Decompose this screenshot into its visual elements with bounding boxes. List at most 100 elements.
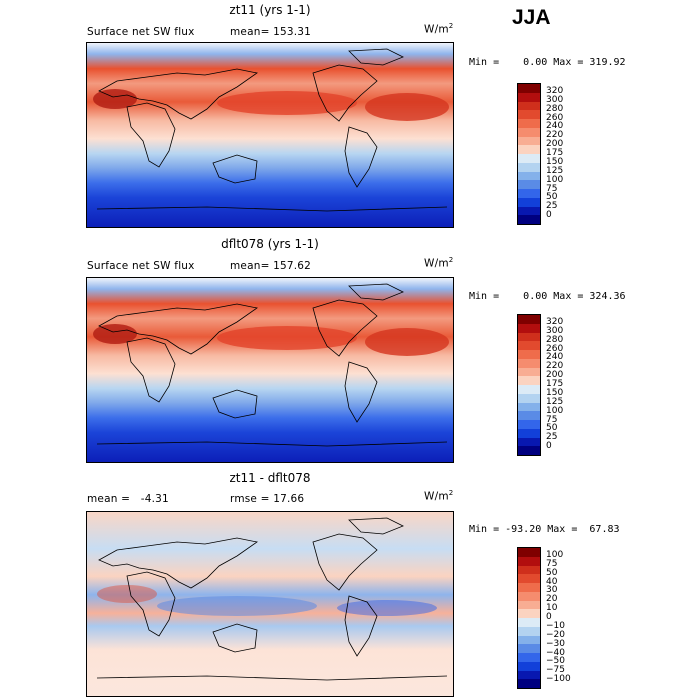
colorbar-tick-label: 0 xyxy=(546,612,552,622)
colorbar-swatch xyxy=(518,189,540,199)
colorbar-tick-label: 25 xyxy=(546,201,558,212)
colorbar-swatch xyxy=(518,215,540,225)
panel-1-units: W/m2 xyxy=(424,22,453,36)
colorbar-swatch xyxy=(518,101,540,111)
colorbar-swatch xyxy=(518,428,540,438)
panel-2-map xyxy=(86,277,454,463)
colorbar-swatch xyxy=(518,670,540,680)
panel-1-stat-label: mean= xyxy=(230,26,270,38)
field-feature xyxy=(97,585,157,603)
field-feature xyxy=(217,91,357,115)
panel-3-mean: mean = -4.31 xyxy=(87,493,169,505)
field-background xyxy=(87,43,453,227)
colorbar-tick-label: 150 xyxy=(546,387,564,398)
colorbar-swatch xyxy=(518,420,540,430)
colorbar-swatch xyxy=(518,376,540,386)
colorbar-tick-label: 240 xyxy=(546,121,564,132)
panel-3-stat-value: 17.66 xyxy=(273,493,305,505)
colorbar-swatch xyxy=(518,92,540,102)
colorbar-tick-label: 200 xyxy=(546,370,564,381)
colorbar-tick-label: 280 xyxy=(546,334,564,345)
colorbar-tick-label: 0 xyxy=(546,210,552,221)
colorbar-swatch xyxy=(518,556,540,566)
colorbar-swatch xyxy=(518,446,540,456)
colorbar-swatch xyxy=(518,591,540,601)
colorbar-swatch xyxy=(518,661,540,671)
panel-3-units-exp: 2 xyxy=(448,489,454,497)
colorbar-tick-label: 50 xyxy=(546,567,558,578)
colorbar-swatch xyxy=(518,618,540,628)
colorbar-swatch xyxy=(518,600,540,610)
colorbar-swatch xyxy=(518,635,540,645)
colorbar-swatch xyxy=(518,119,540,129)
coastline xyxy=(98,68,258,120)
field-background xyxy=(87,278,453,462)
colorbar-tick-label: 50 xyxy=(546,192,558,203)
colorbar-swatch xyxy=(518,402,540,412)
colorbar-tick-label: 220 xyxy=(546,130,564,141)
colorbar-swatch xyxy=(518,679,540,689)
colorbar-tick-label: −10 xyxy=(546,620,565,631)
colorbar-swatch xyxy=(518,350,540,360)
coastline xyxy=(98,303,258,355)
coastline xyxy=(212,623,258,653)
colorbar-tick-label: 30 xyxy=(546,585,558,596)
colorbar-swatch xyxy=(518,385,540,395)
panel-1-colorbar-labels: 320 300 280 260 240 220 200 175 150 125 100 75 50 25 0 xyxy=(546,83,586,225)
colorbar-swatch xyxy=(518,565,540,575)
panel-2-stat-label: mean= xyxy=(230,260,270,272)
colorbar-tick-label: 125 xyxy=(546,165,564,176)
colorbar-swatch xyxy=(518,411,540,421)
colorbar-tick-label: 100 xyxy=(546,549,564,560)
colorbar-tick-label: 220 xyxy=(546,361,564,372)
coastline xyxy=(312,64,378,122)
colorbar-tick-label: 200 xyxy=(546,139,564,150)
coastline xyxy=(348,48,404,66)
panel-2-colorbar-labels: 320 300 280 260 240 220 200 175 150 125 100 75 50 25 0 xyxy=(546,314,586,456)
colorbar-swatch xyxy=(518,315,540,325)
panel-3-units: W/m2 xyxy=(424,489,453,503)
colorbar-swatch xyxy=(518,145,540,155)
panel-1-variable-label: Surface net SW flux xyxy=(87,26,195,38)
panel-3-stat-label: rmse = xyxy=(230,493,270,505)
panel-2-stat: mean= 157.62 xyxy=(230,260,311,272)
panel-3-colorbar xyxy=(517,547,541,689)
colorbar-swatch xyxy=(518,548,540,558)
coastline xyxy=(96,206,448,212)
colorbar-swatch xyxy=(518,367,540,377)
panel-1-map xyxy=(86,42,454,228)
colorbar-tick-label: 100 xyxy=(546,174,564,185)
colorbar-tick-label: 20 xyxy=(546,594,558,605)
coastline xyxy=(344,361,378,423)
colorbar-swatch xyxy=(518,574,540,584)
colorbar-tick-label: 75 xyxy=(546,414,558,425)
field-feature xyxy=(93,89,137,109)
panel-2-title: dflt078 (yrs 1-1) xyxy=(221,237,319,251)
field-feature xyxy=(365,93,449,121)
colorbar-swatch xyxy=(518,154,540,164)
panel-1-minmax: Min = 0.00 Max = 319.92 xyxy=(469,57,626,68)
field-feature xyxy=(365,328,449,356)
colorbar-tick-label: 175 xyxy=(546,379,564,389)
coastline xyxy=(212,389,258,419)
colorbar-swatch xyxy=(518,197,540,207)
panel-2-stat-value: 157.62 xyxy=(273,260,312,272)
colorbar-tick-label: 240 xyxy=(546,352,564,363)
colorbar-tick-label: 150 xyxy=(546,156,564,167)
panel-2-colorbar xyxy=(517,314,541,456)
panel-3-stat: rmse = 17.66 xyxy=(230,493,304,505)
panel-3-map-svg xyxy=(87,512,453,696)
colorbar-tick-label: −30 xyxy=(546,638,565,649)
coastline xyxy=(98,537,258,589)
colorbar-swatch xyxy=(518,393,540,403)
colorbar-tick-label: 320 xyxy=(546,316,564,327)
colorbar-tick-label: 0 xyxy=(546,441,552,452)
colorbar-tick-label: 320 xyxy=(546,85,564,96)
colorbar-swatch xyxy=(518,341,540,351)
colorbar-swatch xyxy=(518,653,540,663)
field-feature xyxy=(93,324,137,344)
colorbar-swatch xyxy=(518,171,540,181)
colorbar-tick-label: 100 xyxy=(546,405,564,416)
colorbar-tick-label: 300 xyxy=(546,94,564,105)
colorbar-swatch xyxy=(518,358,540,368)
